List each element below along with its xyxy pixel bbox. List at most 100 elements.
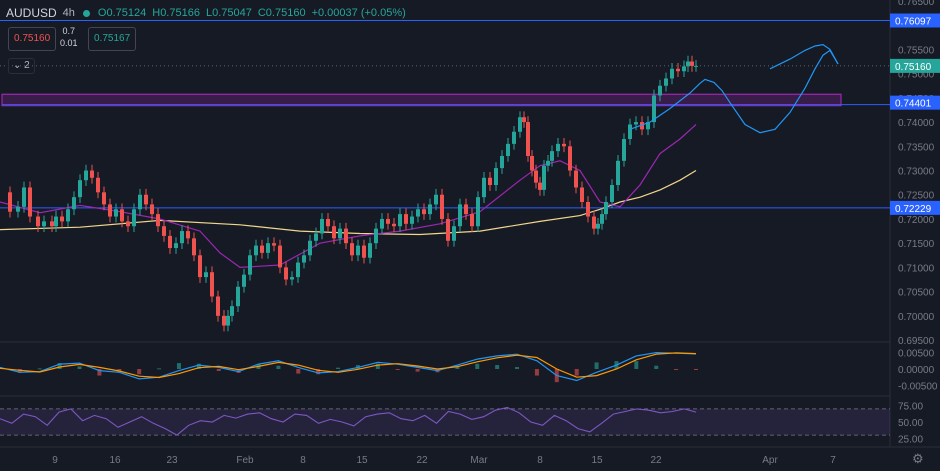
candle-body	[174, 243, 178, 249]
candle-body	[550, 151, 554, 161]
x-tick-label: 22	[650, 455, 662, 466]
macd-histogram-bar	[137, 369, 142, 375]
candle-body	[476, 197, 480, 227]
candle-body	[254, 245, 258, 256]
candle-body	[410, 216, 414, 224]
macd-histogram-bar	[216, 369, 221, 371]
candle-body	[162, 226, 166, 236]
spread-top: 0.7	[62, 26, 76, 36]
separator-lines	[0, 0, 940, 448]
macd-histogram-bar	[455, 365, 460, 369]
x-tick-label: 16	[109, 455, 121, 466]
candle-body	[272, 243, 276, 246]
macd-histogram-bar	[574, 369, 579, 376]
macd-histogram-bar	[57, 363, 62, 369]
candle-body	[198, 255, 202, 278]
candle-body	[392, 223, 396, 227]
x-tick-label: 8	[537, 455, 543, 466]
candle-body	[440, 194, 444, 219]
candle-body	[102, 192, 106, 205]
candle-body	[686, 61, 690, 67]
candle-body	[302, 255, 306, 263]
change-value: +0.00037 (+0.05%)	[311, 7, 406, 19]
candle-body	[66, 209, 70, 222]
candle-body	[222, 315, 226, 326]
buy-button[interactable]: 0.75167	[88, 27, 137, 51]
candle-body	[368, 243, 372, 258]
candle-body	[580, 187, 584, 203]
macd-tick-label: 0.00000	[898, 365, 935, 376]
candle-body	[500, 155, 504, 169]
ma-fast-line	[0, 124, 697, 269]
candle-body	[84, 170, 88, 181]
y-tick-label: 0.73000	[898, 167, 935, 178]
macd-histogram-bar	[415, 369, 420, 372]
candle-body	[562, 143, 566, 147]
macd-tick-label: -0.00500	[898, 381, 938, 392]
candle-body	[652, 95, 656, 123]
candle-body	[120, 209, 124, 222]
candle-body	[296, 262, 300, 278]
rsi-tick-label: 25.00	[898, 434, 923, 445]
candle-body	[180, 231, 184, 244]
candle-body	[658, 85, 662, 96]
candle-body	[568, 146, 572, 171]
candle-body	[398, 214, 402, 227]
candle-body	[404, 214, 408, 224]
macd-histogram-bar	[296, 369, 301, 374]
candle-body	[60, 216, 64, 222]
candle-body	[446, 218, 450, 241]
candle-body	[574, 170, 578, 188]
macd-histogram-bar	[276, 365, 281, 369]
candle-body	[22, 187, 26, 207]
x-tick-label: 22	[416, 455, 428, 466]
candle-body	[36, 216, 40, 227]
candle-body	[42, 221, 46, 227]
last-price-tag	[890, 58, 940, 73]
x-tick-label: 15	[356, 455, 368, 466]
indicators-count: 2	[24, 60, 30, 71]
y-tick-label: 0.72500	[898, 191, 935, 202]
symbol-label[interactable]: AUDUSD	[6, 6, 57, 20]
y-tick-label: 0.71500	[898, 239, 935, 250]
candle-body	[592, 216, 596, 229]
interval-label[interactable]: 4h	[62, 7, 75, 19]
candle-body	[216, 296, 220, 316]
y-tick-label: 0.73500	[898, 142, 935, 153]
macd-histogram-bar	[157, 368, 162, 370]
macd-panel: 0.00500 0.00000 -0.00500	[0, 349, 938, 392]
spread-bottom: 0.01	[60, 38, 78, 48]
x-tick-label: Apr	[762, 455, 778, 466]
candle-body	[78, 180, 82, 198]
macd-histogram-bar	[176, 363, 181, 369]
candle-body	[186, 231, 190, 239]
candle-body	[72, 197, 76, 210]
gear-icon[interactable]: ⚙	[912, 451, 924, 466]
macd-histogram-bar	[316, 369, 321, 375]
candle-body	[422, 209, 426, 215]
candle-body	[488, 177, 492, 186]
last-price-label: 0.75160	[895, 62, 932, 73]
candle-body	[192, 238, 196, 256]
low-value: L0.75047	[205, 7, 252, 19]
legend-header: AUDUSD 4h O0.75124 H0.75166 L0.75047 C0.…	[6, 6, 406, 20]
x-tick-label: 9	[52, 455, 58, 466]
candle-body	[604, 202, 608, 215]
candle-body	[458, 204, 462, 227]
macd-line	[0, 351, 697, 382]
macd-histogram-bar	[196, 363, 201, 369]
level-label: 0.72229	[895, 204, 932, 215]
y-tick-label: 0.75000	[898, 70, 935, 81]
candle-body	[464, 204, 468, 215]
candles	[8, 55, 698, 332]
candle-body	[314, 233, 318, 241]
zone-group	[1, 93, 890, 107]
indicators-toggle[interactable]: ⌄ 2	[8, 58, 35, 74]
candle-body	[236, 286, 240, 307]
candle-body	[512, 131, 516, 144]
level-label: 0.76097	[895, 16, 932, 27]
sell-button[interactable]: 0.75160	[8, 27, 57, 51]
candle-body	[28, 187, 32, 217]
candle-body	[506, 143, 510, 156]
